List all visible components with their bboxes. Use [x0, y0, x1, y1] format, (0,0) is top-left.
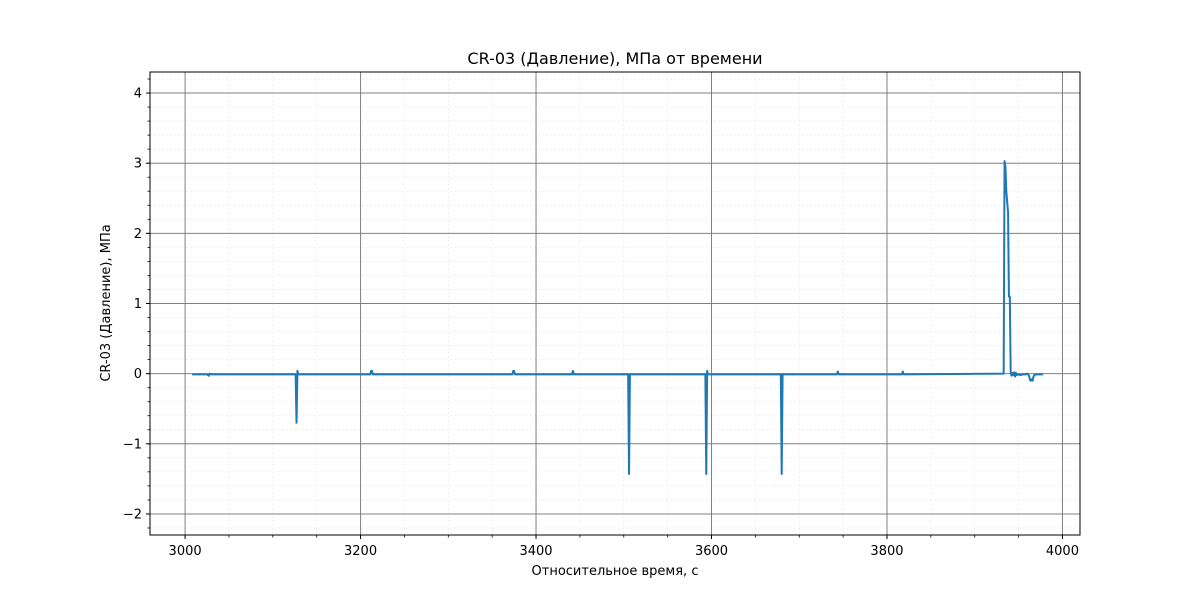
x-axis-ticks: 3000 3200 3400 3600 3800 4000	[169, 535, 1079, 559]
y-tick-label: 2	[134, 227, 142, 242]
series-line-0	[192, 160, 1044, 475]
y-tick-label: 4	[134, 87, 142, 102]
x-axis-label: Относительное время, с	[532, 564, 699, 579]
series-layer	[192, 160, 1044, 475]
x-tick-label: 3800	[870, 544, 903, 559]
x-tick-label: 3200	[344, 544, 377, 559]
y-tick-label: −1	[123, 437, 142, 452]
x-tick-label: 3000	[169, 544, 202, 559]
y-tick-label: 3	[134, 157, 142, 172]
y-axis-ticks: −2 −1 0 1 2 3 4	[123, 78, 150, 529]
x-tick-label: 3400	[519, 544, 552, 559]
y-tick-label: 0	[134, 367, 142, 382]
x-tick-label: 3600	[695, 544, 728, 559]
y-axis-label: CR-03 (Давление), МПа	[99, 224, 114, 381]
y-tick-label: 1	[134, 297, 142, 312]
x-tick-label: 4000	[1046, 544, 1079, 559]
chart-title: CR-03 (Давление), МПа от времени	[467, 49, 762, 68]
y-tick-label: −2	[123, 507, 142, 522]
